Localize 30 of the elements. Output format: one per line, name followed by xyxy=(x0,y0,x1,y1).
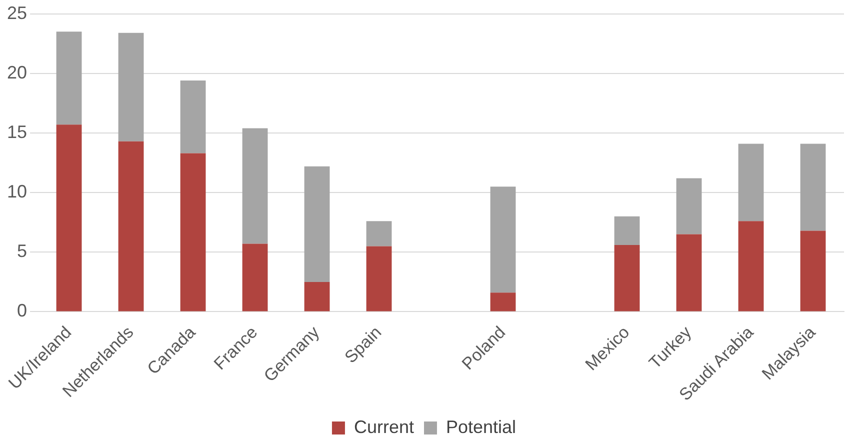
bar xyxy=(118,32,144,142)
bar xyxy=(242,244,268,312)
legend-label: Current xyxy=(354,416,414,437)
bar xyxy=(304,166,330,282)
bar xyxy=(676,178,702,234)
bar xyxy=(180,80,206,154)
bar xyxy=(180,153,206,312)
bar xyxy=(242,128,268,244)
bar xyxy=(738,144,764,222)
bar xyxy=(676,234,702,312)
bar xyxy=(490,186,516,293)
bar xyxy=(738,221,764,312)
legend-label: Potential xyxy=(446,416,516,437)
bar xyxy=(800,144,826,231)
bar xyxy=(366,246,392,312)
bar xyxy=(490,292,516,312)
y-tick-label: 15 xyxy=(6,122,28,142)
bar xyxy=(56,124,82,312)
bar xyxy=(800,230,826,312)
bar xyxy=(304,282,330,312)
bar xyxy=(118,141,144,312)
y-tick-label: 0 xyxy=(17,300,28,321)
y-tick-label: 25 xyxy=(6,2,28,23)
y-tick-label: 20 xyxy=(6,62,28,82)
bar xyxy=(56,32,82,125)
y-tick-label: 5 xyxy=(17,241,28,262)
y-tick-label: 10 xyxy=(6,182,28,202)
bar xyxy=(366,221,392,246)
bar xyxy=(614,245,640,312)
bar xyxy=(614,216,640,246)
